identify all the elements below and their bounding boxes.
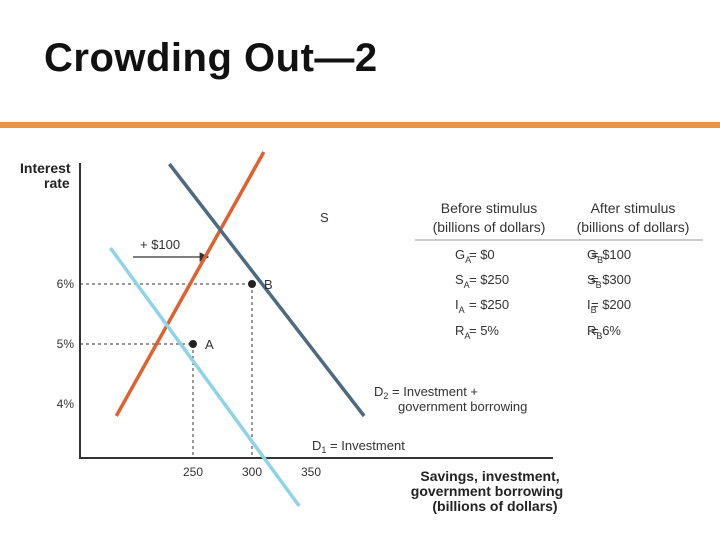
table-cell-before: GA bbox=[455, 247, 471, 265]
shift-annotation: + $100 bbox=[140, 237, 180, 252]
point-b bbox=[248, 280, 256, 288]
slide-title: Crowding Out—2 bbox=[44, 36, 378, 80]
d2-curve-label-line2: government borrowing bbox=[398, 399, 527, 414]
table-cell-after: GB bbox=[587, 247, 603, 265]
supply-curve bbox=[114, 151, 266, 417]
table-cell-after: SB bbox=[587, 272, 602, 290]
d1-curve-label: D1 = Investment bbox=[312, 438, 405, 455]
table-value-after: = $300 bbox=[591, 272, 631, 287]
table-value-after: = 6% bbox=[591, 323, 621, 338]
point-label-a: A bbox=[205, 337, 214, 352]
table-header-before: Before stimulus bbox=[441, 200, 537, 216]
table-value-after: = $100 bbox=[591, 247, 631, 262]
stimulus-table: Before stimulus (billions of dollars) Af… bbox=[415, 200, 703, 341]
d2-curve-label: D2 = Investment + bbox=[374, 384, 478, 401]
title-divider bbox=[0, 122, 720, 128]
y-tick-label: 6% bbox=[57, 277, 75, 291]
table-header-after: After stimulus bbox=[591, 200, 676, 216]
x-axis-title-line3: (billions of dollars) bbox=[432, 498, 557, 514]
table-cell-after: IB bbox=[587, 297, 597, 315]
y-tick-label: 4% bbox=[57, 397, 75, 411]
equilibrium-points: AB bbox=[189, 277, 273, 352]
table-value-after: = $200 bbox=[591, 297, 631, 312]
x-tick-label: 300 bbox=[242, 465, 262, 479]
x-axis-title-line1: Savings, investment, bbox=[420, 468, 559, 484]
table-cell-after: RB bbox=[587, 323, 602, 341]
table-value-before: = $250 bbox=[469, 272, 509, 287]
demand-curve-d2 bbox=[168, 162, 366, 418]
demand-curve-d1 bbox=[108, 246, 301, 508]
table-header-before-unit: (billions of dollars) bbox=[433, 219, 546, 235]
table-cell-before: SA bbox=[455, 272, 470, 290]
x-axis-title-line2: government borrowing bbox=[411, 483, 563, 499]
table-cell-before: RA bbox=[455, 323, 470, 341]
table-header-after-unit: (billions of dollars) bbox=[577, 219, 690, 235]
table-value-before: = $250 bbox=[469, 297, 509, 312]
x-tick-label: 350 bbox=[301, 465, 321, 479]
s-curve-label: S bbox=[320, 210, 329, 225]
table-value-before: = $0 bbox=[469, 247, 495, 262]
table-value-before: = 5% bbox=[469, 323, 499, 338]
point-label-b: B bbox=[264, 277, 273, 292]
y-axis-title-line2: rate bbox=[44, 175, 70, 191]
curves bbox=[108, 151, 366, 508]
y-axis-title-line1: Interest bbox=[20, 160, 71, 176]
tick-labels: 4% 5% 6% 250 300 350 bbox=[57, 277, 322, 479]
guide-lines bbox=[80, 283, 253, 458]
y-tick-label: 5% bbox=[57, 337, 75, 351]
point-a bbox=[189, 340, 197, 348]
x-tick-label: 250 bbox=[183, 465, 203, 479]
table-cell-before: IA bbox=[455, 297, 465, 315]
